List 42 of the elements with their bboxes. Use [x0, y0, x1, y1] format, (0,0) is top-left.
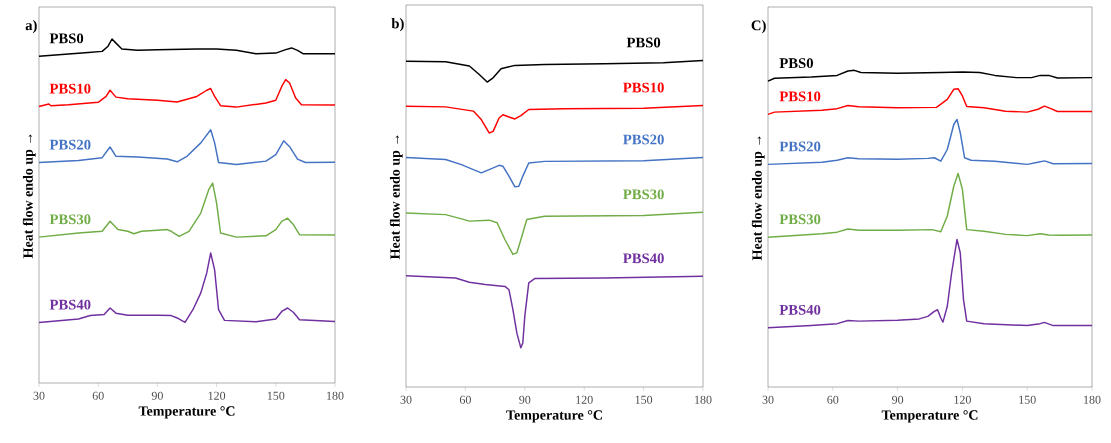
chart-title: b) — [391, 18, 404, 32]
x-tick-label: 180 — [1084, 395, 1101, 404]
x-tick-label: 180 — [327, 391, 344, 400]
series-label: PBS20 — [779, 141, 821, 152]
series-label: PBS40 — [49, 299, 91, 310]
x-axis-title: Temperature °C — [881, 410, 978, 423]
series-label: PBS20 — [623, 134, 664, 145]
series-label: PBS0 — [779, 58, 813, 69]
series-label: PBS0 — [49, 33, 84, 44]
series-label: PBS10 — [779, 91, 821, 102]
y-axis-title: Heat flow endo up → — [389, 135, 403, 260]
x-tick-label: 60 — [92, 391, 104, 400]
series-label: PBS40 — [623, 253, 664, 264]
x-axis-title: Temperature °C — [138, 406, 235, 419]
series-label: PBS20 — [49, 139, 91, 150]
series-label: PBS30 — [623, 189, 664, 200]
x-tick-label: 30 — [400, 395, 412, 404]
chart-title: a) — [25, 19, 37, 34]
x-tick-label: 90 — [519, 395, 531, 404]
x-tick-label: 30 — [33, 391, 45, 400]
x-tick-label: 120 — [954, 395, 971, 404]
x-tick-label: 90 — [891, 395, 904, 404]
x-tick-label: 90 — [151, 391, 163, 400]
chart-title: C) — [751, 20, 766, 34]
series-label: PBS30 — [779, 214, 821, 225]
y-axis-title: Heat flow endo up → — [22, 134, 36, 259]
x-tick-label: 120 — [576, 395, 593, 404]
x-tick-label: 150 — [635, 395, 653, 404]
series-label: PBS40 — [779, 304, 821, 315]
x-tick-label: 120 — [208, 391, 226, 400]
x-tick-label: 60 — [827, 395, 839, 404]
x-tick-label: 150 — [267, 391, 285, 400]
x-axis-title: Temperature °C — [506, 410, 602, 423]
y-axis-title: Heat flow endo up → — [751, 136, 765, 261]
x-tick-label: 180 — [695, 395, 712, 404]
x-tick-label: 150 — [1019, 395, 1036, 404]
series-label: PBS30 — [49, 214, 91, 225]
series-label: PBS10 — [623, 82, 664, 93]
series-label: PBS0 — [626, 37, 661, 48]
series-label: PBS10 — [49, 83, 91, 94]
x-tick-label: 60 — [459, 395, 471, 404]
x-tick-label: 30 — [762, 395, 774, 404]
